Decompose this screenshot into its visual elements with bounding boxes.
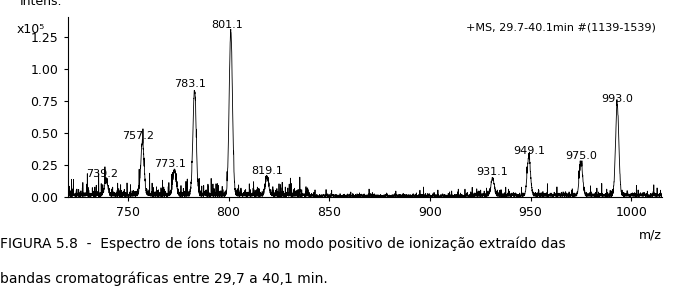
Text: 819.1: 819.1 xyxy=(251,166,283,176)
Text: m/z: m/z xyxy=(639,229,662,242)
Text: 949.1: 949.1 xyxy=(513,146,545,155)
Text: Intens.: Intens. xyxy=(20,0,63,8)
Text: 975.0: 975.0 xyxy=(565,151,597,161)
Text: +MS, 29.7-40.1min #(1139-1539): +MS, 29.7-40.1min #(1139-1539) xyxy=(466,23,655,33)
Text: 931.1: 931.1 xyxy=(477,167,508,177)
Text: x10⁵: x10⁵ xyxy=(17,23,45,36)
Text: 993.0: 993.0 xyxy=(601,95,633,104)
Text: 739.2: 739.2 xyxy=(86,169,118,179)
Text: 783.1: 783.1 xyxy=(175,79,207,89)
Text: FIGURA 5.8  -  Espectro de íons totais no modo positivo de ionização extraído da: FIGURA 5.8 - Espectro de íons totais no … xyxy=(0,237,566,251)
Text: bandas cromatográficas entre 29,7 a 40,1 min.: bandas cromatográficas entre 29,7 a 40,1… xyxy=(0,272,328,286)
Text: 773.1: 773.1 xyxy=(155,159,186,169)
Text: 757.2: 757.2 xyxy=(122,131,155,141)
Text: 801.1: 801.1 xyxy=(211,20,242,30)
